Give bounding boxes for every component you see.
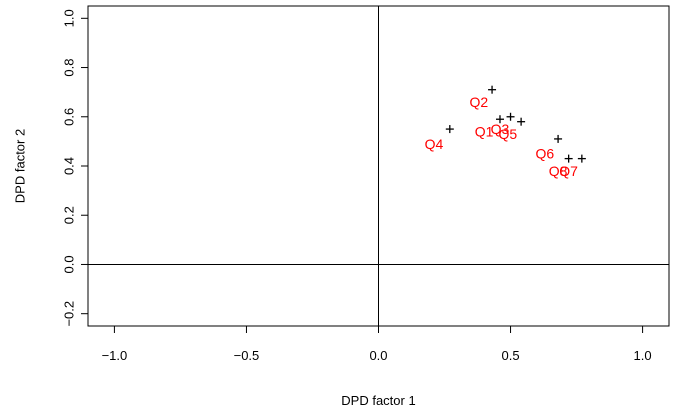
data-point [506,112,515,121]
point-label: Q6 [536,146,555,162]
data-point [517,117,526,126]
y-tick-label: 0.0 [62,255,77,273]
y-tick-label: 0.2 [62,206,77,224]
x-tick-label: 0.5 [502,348,520,363]
point-label: Q1 [475,124,494,140]
reference-lines [88,6,669,326]
x-tick-label: −1.0 [102,348,128,363]
x-tick-label: 0.0 [369,348,387,363]
point-label: Q7 [559,163,578,179]
y-tick-label: 0.8 [62,58,77,76]
y-axis: −0.2 0.0 0.2 0.4 0.6 0.8 1.0 [62,9,89,327]
point-label: Q2 [470,94,489,110]
x-axis-label: DPD factor 1 [341,393,415,408]
data-points [445,85,586,163]
x-tick-label: −0.5 [234,348,260,363]
point-label: Q8 [549,163,568,179]
point-label: Q4 [425,136,444,152]
point-label: Q3 [491,121,510,137]
y-tick-label: 1.0 [62,9,77,27]
x-tick-label: 1.0 [634,348,652,363]
y-axis-label: DPD factor 2 [13,129,28,203]
x-axis: −1.0 −0.5 0.0 0.5 1.0 [102,325,652,363]
data-point [488,85,497,94]
data-point [495,115,504,124]
point-label: Q5 [499,126,518,142]
y-tick-label: 0.4 [62,157,77,175]
y-tick-label: 0.6 [62,108,77,126]
data-point [554,134,563,143]
data-point [564,154,573,163]
data-point [445,125,454,134]
y-tick-label: −0.2 [62,301,77,327]
data-point [577,154,586,163]
